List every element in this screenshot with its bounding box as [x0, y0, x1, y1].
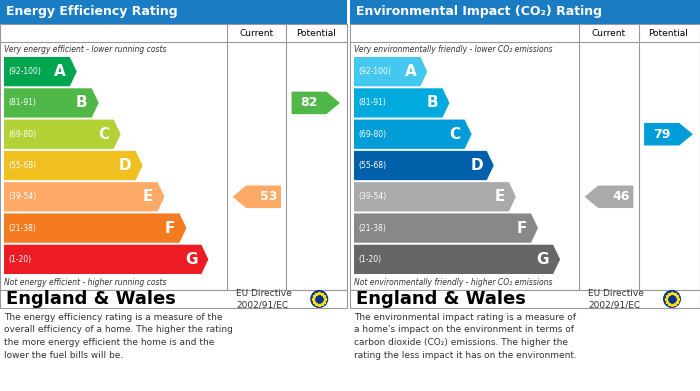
- Text: D: D: [470, 158, 483, 173]
- Text: 53: 53: [260, 190, 278, 203]
- Text: C: C: [449, 127, 461, 142]
- Text: (39-54): (39-54): [358, 192, 386, 201]
- Polygon shape: [4, 88, 99, 118]
- Text: (55-68): (55-68): [358, 161, 386, 170]
- Polygon shape: [4, 151, 143, 180]
- Text: 82: 82: [300, 97, 318, 109]
- Text: E: E: [494, 189, 505, 204]
- Bar: [350, 24, 700, 290]
- Text: (81-91): (81-91): [358, 99, 386, 108]
- Text: (92-100): (92-100): [8, 67, 41, 76]
- Circle shape: [663, 290, 681, 308]
- Polygon shape: [644, 123, 693, 145]
- Text: 79: 79: [653, 128, 671, 141]
- Text: (1-20): (1-20): [8, 255, 31, 264]
- Text: England & Wales: England & Wales: [6, 290, 176, 308]
- Text: EU Directive
2002/91/EC: EU Directive 2002/91/EC: [588, 289, 644, 309]
- Bar: [0, 290, 347, 308]
- Text: Not energy efficient - higher running costs: Not energy efficient - higher running co…: [4, 278, 167, 287]
- Text: (21-38): (21-38): [8, 224, 36, 233]
- Polygon shape: [4, 182, 164, 212]
- Bar: [0, 24, 347, 290]
- Polygon shape: [354, 88, 449, 118]
- Text: (1-20): (1-20): [358, 255, 381, 264]
- Polygon shape: [354, 120, 472, 149]
- Polygon shape: [4, 245, 209, 274]
- Text: E: E: [143, 189, 153, 204]
- Text: (92-100): (92-100): [358, 67, 391, 76]
- Text: (69-80): (69-80): [358, 130, 386, 139]
- Polygon shape: [354, 151, 493, 180]
- Text: England & Wales: England & Wales: [356, 290, 526, 308]
- Polygon shape: [354, 245, 560, 274]
- Polygon shape: [4, 213, 186, 243]
- Text: EU Directive
2002/91/EC: EU Directive 2002/91/EC: [236, 289, 292, 309]
- Text: B: B: [427, 95, 438, 110]
- Text: The environmental impact rating is a measure of
a home's impact on the environme: The environmental impact rating is a mea…: [354, 313, 577, 359]
- Text: D: D: [119, 158, 132, 173]
- Polygon shape: [354, 182, 516, 212]
- Text: Very environmentally friendly - lower CO₂ emissions: Very environmentally friendly - lower CO…: [354, 45, 552, 54]
- Text: A: A: [405, 64, 416, 79]
- Bar: [350, 290, 700, 308]
- Polygon shape: [4, 120, 120, 149]
- Text: F: F: [517, 221, 527, 235]
- Circle shape: [310, 290, 328, 308]
- Text: F: F: [165, 221, 176, 235]
- Text: (21-38): (21-38): [358, 224, 386, 233]
- Text: A: A: [54, 64, 66, 79]
- Text: Potential: Potential: [649, 29, 688, 38]
- Text: (55-68): (55-68): [8, 161, 36, 170]
- Text: (39-54): (39-54): [8, 192, 36, 201]
- Polygon shape: [354, 57, 428, 86]
- Text: Environmental Impact (CO₂) Rating: Environmental Impact (CO₂) Rating: [356, 5, 602, 18]
- Text: (69-80): (69-80): [8, 130, 36, 139]
- Polygon shape: [354, 213, 538, 243]
- Text: Current: Current: [239, 29, 274, 38]
- Polygon shape: [232, 185, 281, 208]
- Text: Not environmentally friendly - higher CO₂ emissions: Not environmentally friendly - higher CO…: [354, 278, 552, 287]
- Bar: [0, 0, 347, 24]
- Text: Potential: Potential: [296, 29, 336, 38]
- Text: 46: 46: [612, 190, 630, 203]
- Text: B: B: [76, 95, 88, 110]
- Text: G: G: [537, 252, 549, 267]
- Text: G: G: [185, 252, 197, 267]
- Text: Energy Efficiency Rating: Energy Efficiency Rating: [6, 5, 178, 18]
- Polygon shape: [292, 91, 340, 114]
- Text: The energy efficiency rating is a measure of the
overall efficiency of a home. T: The energy efficiency rating is a measur…: [4, 313, 233, 359]
- Polygon shape: [584, 185, 634, 208]
- Polygon shape: [4, 57, 77, 86]
- Text: (81-91): (81-91): [8, 99, 36, 108]
- Text: Very energy efficient - lower running costs: Very energy efficient - lower running co…: [4, 45, 167, 54]
- Bar: [350, 0, 700, 24]
- Text: C: C: [99, 127, 110, 142]
- Text: Current: Current: [592, 29, 626, 38]
